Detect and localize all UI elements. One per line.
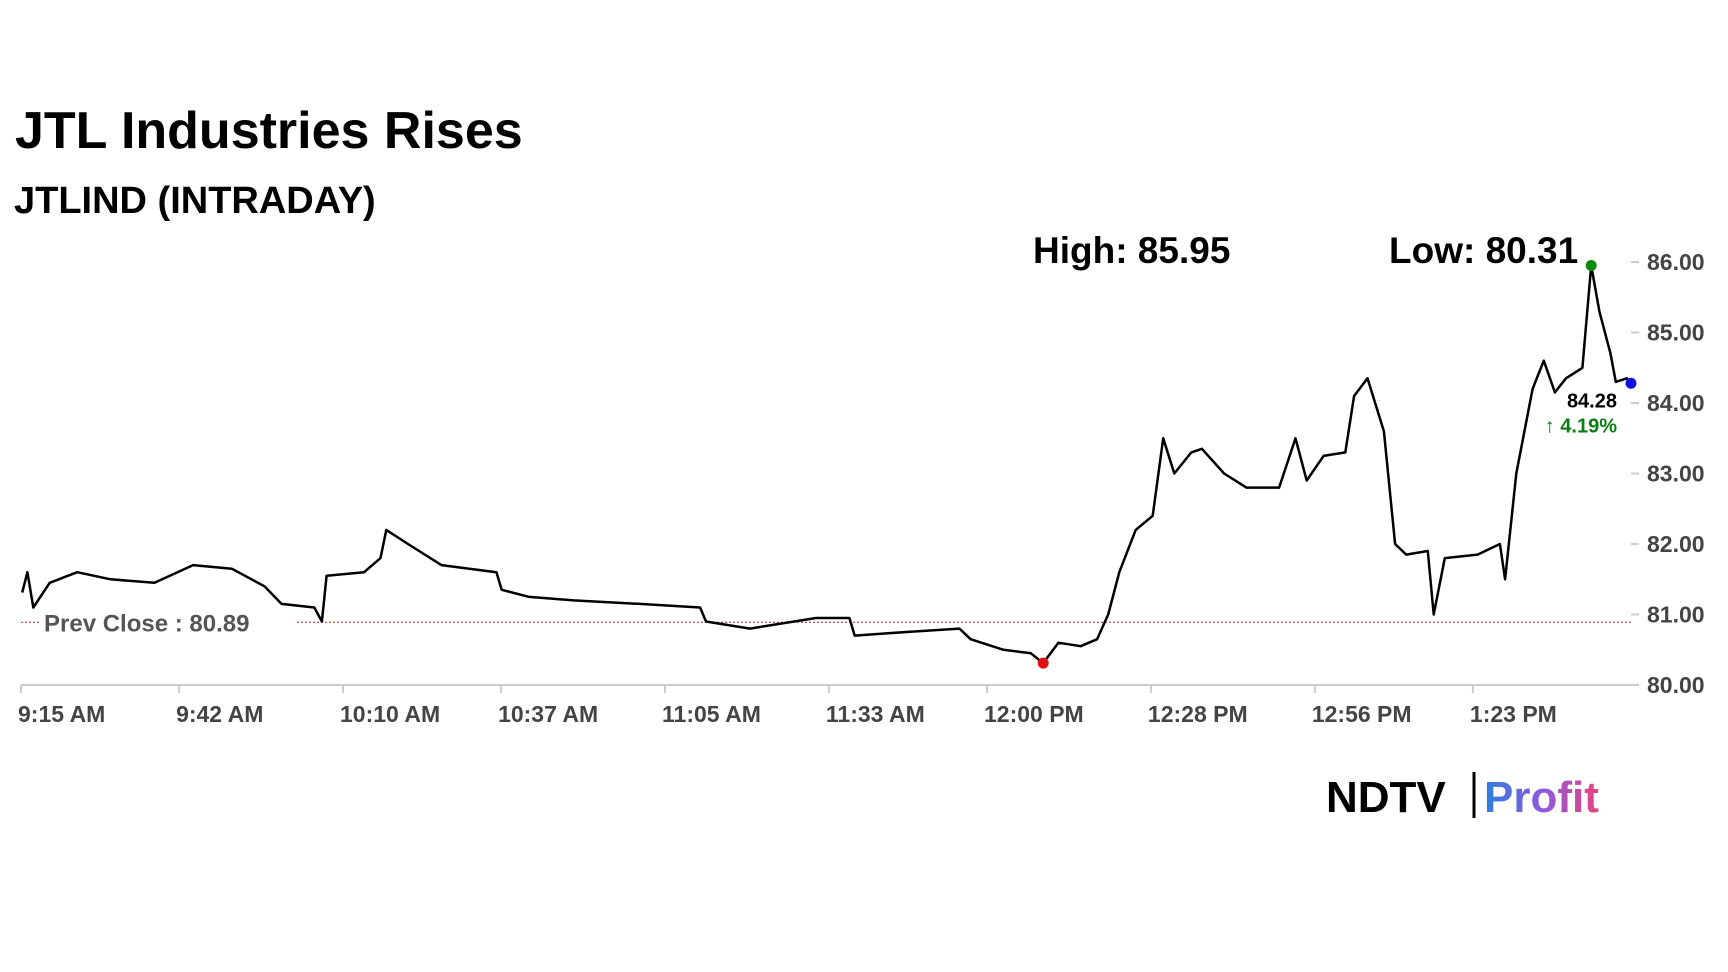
- x-tick-label: 11:33 AM: [826, 701, 925, 727]
- change-label: ↑ 4.19%: [1545, 415, 1617, 437]
- logo-profit: Profit: [1484, 773, 1599, 822]
- x-tick-label: 12:28 PM: [1148, 701, 1248, 727]
- chart-title: JTL Industries Rises: [15, 102, 523, 160]
- high-marker: [1585, 260, 1597, 272]
- high-label: High: 85.95: [1033, 230, 1230, 271]
- low-label: Low: 80.31: [1389, 230, 1578, 271]
- y-tick-label: 83.00: [1647, 461, 1705, 487]
- x-tick-label: 12:00 PM: [984, 701, 1084, 727]
- price-line: [20, 264, 1632, 665]
- y-tick-label: 86.00: [1647, 249, 1705, 275]
- prev-close-bg: [39, 598, 297, 633]
- y-tick-label: 85.00: [1647, 320, 1705, 346]
- prev-close-label: Prev Close : 80.89: [44, 610, 249, 637]
- x-tick-label: 10:37 AM: [498, 701, 598, 727]
- y-tick-label: 81.00: [1647, 602, 1705, 628]
- x-tick-label: 11:05 AM: [662, 701, 761, 727]
- logo-ndtv: NDTV: [1326, 773, 1446, 822]
- x-tick-label: 9:42 AM: [176, 701, 263, 727]
- x-tick-label: 1:23 PM: [1470, 701, 1557, 727]
- x-tick-label: 9:15 AM: [18, 701, 105, 727]
- last-marker: [1625, 377, 1637, 389]
- x-tick-label: 12:56 PM: [1312, 701, 1412, 727]
- y-tick-label: 84.00: [1647, 390, 1705, 416]
- x-tick-label: 10:10 AM: [340, 701, 440, 727]
- low-marker: [1037, 657, 1049, 669]
- chart-subtitle: JTLIND (INTRADAY): [14, 180, 376, 222]
- y-tick-label: 82.00: [1647, 531, 1705, 557]
- y-tick-label: 80.00: [1647, 672, 1705, 698]
- last-price-label: 84.28: [1567, 390, 1617, 412]
